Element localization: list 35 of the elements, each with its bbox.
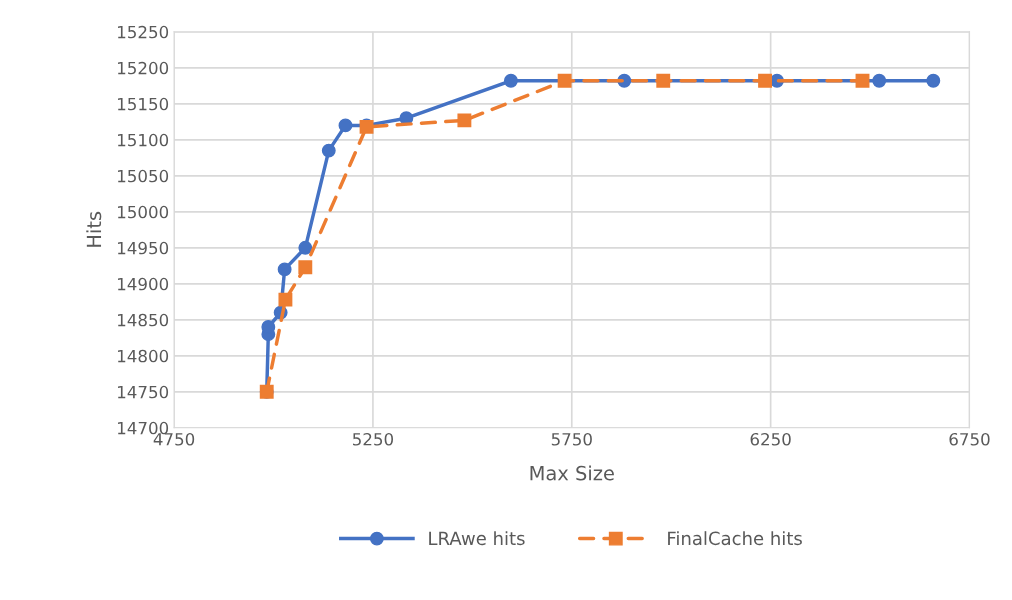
y-tick-label: 14750 xyxy=(118,385,169,399)
y-tick-label: 14700 xyxy=(118,421,169,435)
point xyxy=(926,73,941,88)
y-tick-label: 15250 xyxy=(118,25,169,39)
point xyxy=(298,260,313,275)
legend-label: FinalCache hits xyxy=(668,531,802,546)
x-tick-label: 6250 xyxy=(750,432,791,446)
y-tick-label: 14900 xyxy=(118,277,169,291)
legend-label: LRAwe hits xyxy=(429,531,525,546)
point xyxy=(278,292,293,307)
point xyxy=(855,73,870,88)
point xyxy=(503,73,518,88)
point xyxy=(321,143,336,158)
x-axis-title: Max Size xyxy=(530,465,614,481)
y-tick-label: 14850 xyxy=(118,313,169,327)
point xyxy=(872,73,887,88)
x-tick-label: 5750 xyxy=(551,432,592,446)
point xyxy=(298,240,313,255)
point xyxy=(277,262,292,277)
x-tick-label: 4750 xyxy=(153,432,195,446)
y-tick-label: 15000 xyxy=(118,205,169,219)
y-tick-label: 15100 xyxy=(118,133,169,147)
y-tick-label: 14950 xyxy=(118,241,169,255)
point xyxy=(338,118,353,133)
point xyxy=(457,113,472,128)
x-tick-label: 6750 xyxy=(949,432,990,446)
point xyxy=(656,73,671,88)
y-tick-label: 15150 xyxy=(118,97,169,111)
point xyxy=(758,73,773,88)
y-tick-label: 15050 xyxy=(118,169,169,183)
y-axis-title: Hits xyxy=(86,211,102,247)
x-tick-label: 5250 xyxy=(353,432,394,446)
point xyxy=(557,73,572,88)
y-tick-label: 15200 xyxy=(118,61,169,75)
y-tick-label: 14800 xyxy=(118,349,169,363)
